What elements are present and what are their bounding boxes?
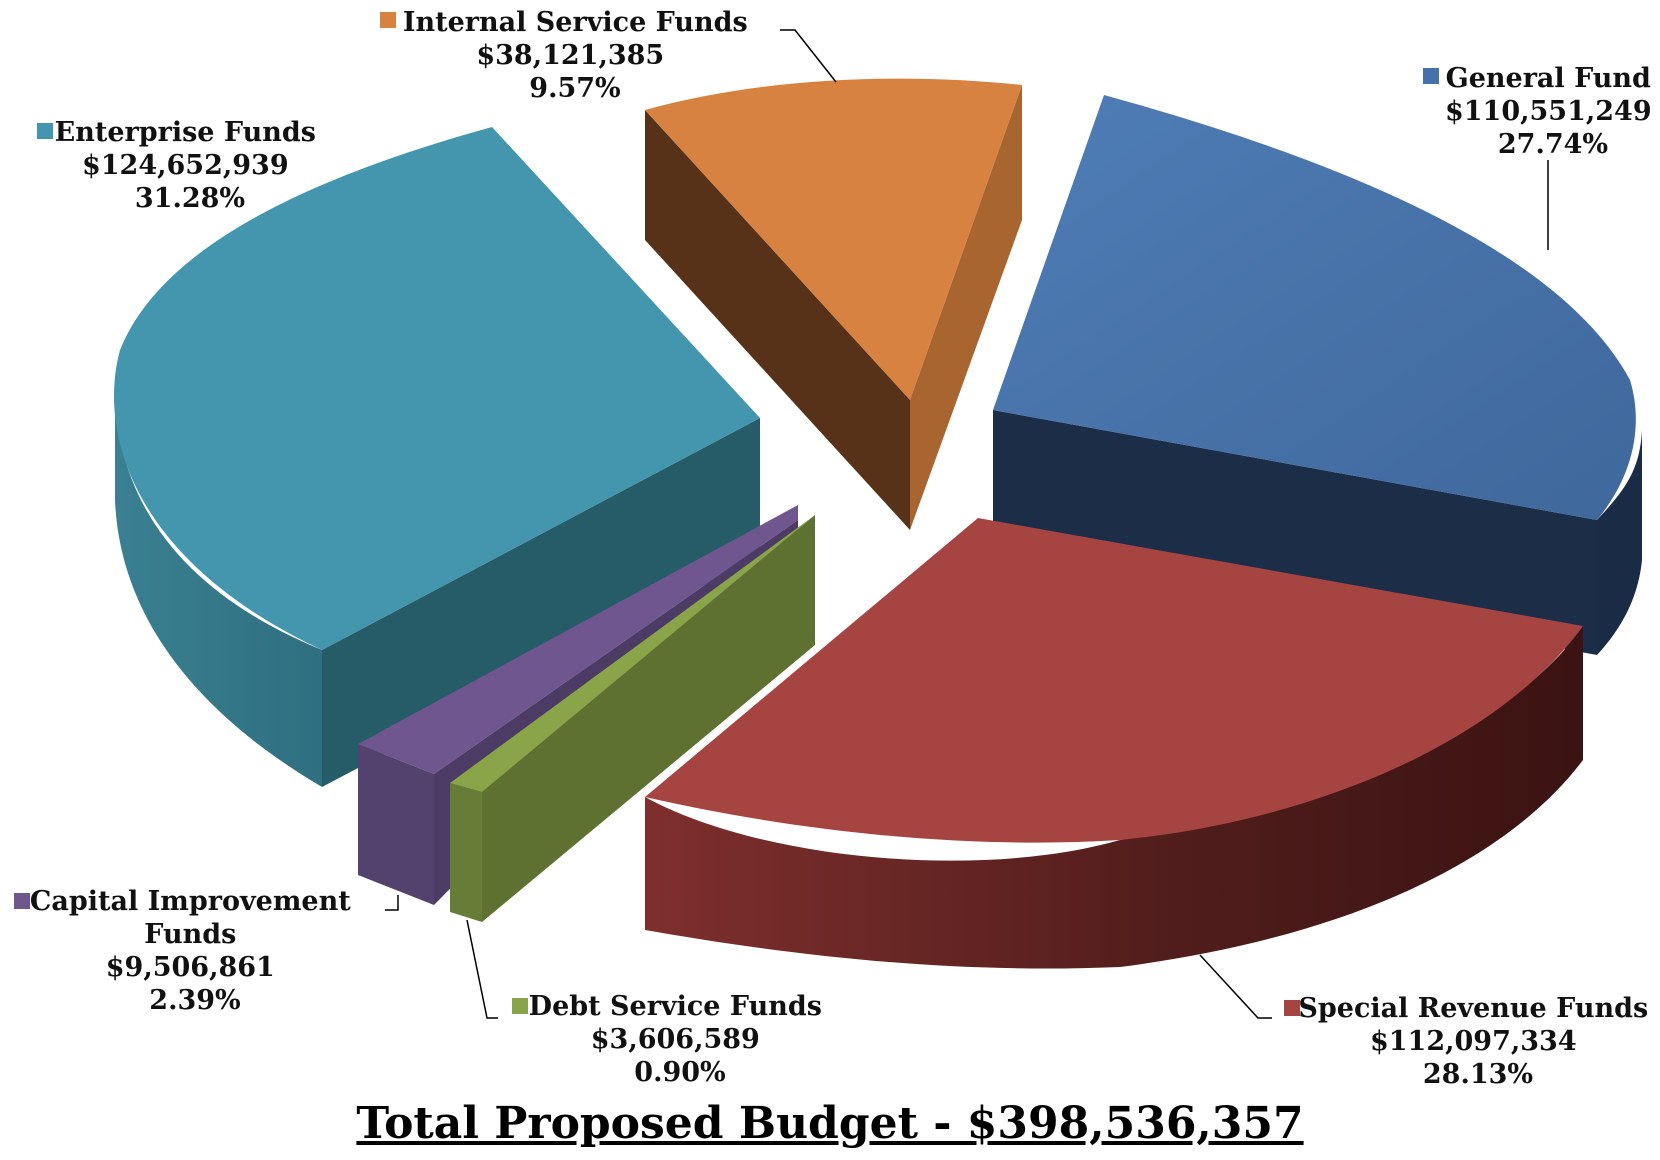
debt-side-front [450,783,482,922]
label-general-fund-percent: 27.74% [1498,129,1608,160]
label-internal-service: Internal Service Funds $38,121,385 9.57% [403,7,757,104]
internal-top [645,78,1022,401]
label-capital: Capital Improvement Funds $9,506,861 2.3… [30,886,360,1016]
leader-capital [385,895,399,911]
special-side-outer [645,626,1583,969]
label-debt-name: Debt Service Funds [529,991,822,1022]
label-enterprise-percent: 31.28% [135,183,245,214]
general-side-cut [993,410,1597,655]
enterprise-side-outer [115,400,322,787]
label-debt: Debt Service Funds $3,606,589 0.90% [529,991,832,1088]
label-debt-percent: 0.90% [634,1057,725,1088]
swatch-enterprise [37,123,53,139]
label-capital-name-line1: Capital Improvement [30,886,351,917]
label-capital-percent: 2.39% [149,985,240,1016]
pie-chart: Internal Service Funds $38,121,385 9.57%… [14,7,1660,1090]
label-enterprise-name: Enterprise Funds [55,117,316,148]
swatch-general-fund [1423,68,1439,84]
label-general-fund: General Fund $110,551,249 27.74% [1445,63,1660,160]
leader-special [1199,954,1272,1019]
swatch-special [1284,1000,1300,1016]
label-special: Special Revenue Funds $112,097,334 28.13… [1298,993,1657,1090]
general-top [993,95,1636,520]
debt-top [450,515,815,792]
debt-side-cut [482,515,815,922]
swatch-debt [512,998,528,1014]
slice-debt-service-funds [450,515,815,922]
label-special-value: $112,097,334 [1370,1026,1577,1057]
label-capital-value: $9,506,861 [106,952,275,983]
label-special-name: Special Revenue Funds [1298,993,1648,1024]
label-capital-name-line2: Funds [144,919,236,950]
slice-internal-service-funds [645,78,1022,530]
general-side-outer [1597,430,1642,655]
enterprise-top [113,127,760,650]
swatch-capital [14,893,30,909]
slice-enterprise-funds [113,127,760,787]
chart-title: Total Proposed Budget - $398,536,357 [356,1098,1304,1149]
special-top [645,518,1583,843]
leader-debt [466,919,498,1019]
label-internal-service-percent: 9.57% [529,73,620,104]
leader-internal-service [780,29,837,83]
label-enterprise-value: $124,652,939 [82,150,289,181]
label-special-percent: 28.13% [1423,1059,1533,1090]
label-debt-value: $3,606,589 [591,1024,760,1055]
swatch-internal-service [380,12,396,28]
capital-top [358,505,798,774]
label-general-fund-name: General Fund [1446,63,1651,94]
capital-side-front [358,744,434,905]
slice-special-revenue-funds [645,518,1583,969]
internal-side-left [645,110,910,530]
slice-general-fund [993,95,1642,655]
enterprise-side-cut [322,418,760,787]
label-general-fund-value: $110,551,249 [1445,96,1652,127]
label-internal-service-name: Internal Service Funds [403,7,748,38]
internal-side-right [910,85,1022,530]
label-enterprise: Enterprise Funds $124,652,939 31.28% [55,117,326,214]
label-internal-service-value: $38,121,385 [476,40,664,71]
